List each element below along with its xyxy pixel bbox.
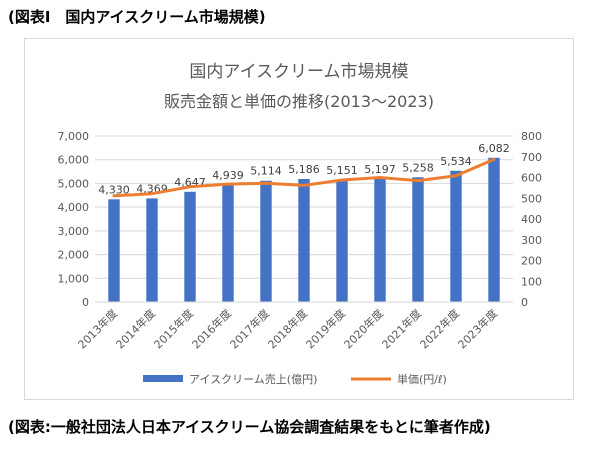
figure-heading: (図表Ⅰ 国内アイスクリーム市場規模) [8, 8, 266, 26]
figure-caption: (図表:一般社団法人日本アイスクリーム協会調査結果をもとに筆者作成) [8, 418, 491, 436]
x-tick-label: 2020年度 [341, 306, 386, 351]
y-left-tick-label: 6,000 [58, 154, 90, 167]
y-left-tick-label: 7,000 [58, 130, 90, 143]
bar-data-label: 5,114 [250, 165, 282, 178]
bar [108, 199, 120, 302]
bar [146, 198, 158, 302]
chart-title: 国内アイスクリーム市場規模 [189, 62, 408, 82]
x-tick-label: 2022年度 [417, 306, 462, 351]
y-right-tick-label: 800 [521, 130, 542, 143]
y-right-tick-label: 500 [521, 192, 542, 205]
bar-data-label: 5,197 [364, 163, 396, 176]
y-left-tick-label: 0 [82, 296, 89, 309]
legend-label-sales: アイスクリーム売上(億円) [189, 373, 317, 386]
x-tick-label: 2019年度 [303, 306, 348, 351]
x-tick-label: 2016年度 [189, 306, 234, 351]
bar [222, 184, 234, 302]
y-right-tick-label: 700 [521, 151, 542, 164]
bar-data-label: 6,082 [478, 142, 510, 155]
chart-subtitle: 販売金額と単価の推移(2013〜2023) [164, 92, 434, 111]
legend-swatch-bar [143, 375, 183, 382]
bar-data-label: 4,330 [98, 183, 130, 196]
x-tick-label: 2023年度 [455, 306, 500, 351]
y-left-tick-label: 2,000 [58, 249, 90, 262]
unit-price-line [112, 157, 496, 198]
y-right-tick-label: 100 [521, 275, 542, 288]
y-right-tick-label: 200 [521, 255, 542, 268]
bar-data-label: 4,939 [212, 169, 244, 182]
bar-data-label: 5,258 [402, 161, 434, 174]
x-tick-label: 2015年度 [151, 306, 196, 351]
x-tick-label: 2014年度 [113, 306, 158, 351]
bar [260, 180, 272, 302]
legend-label-price: 単価(円/ℓ) [397, 372, 447, 386]
y-left-tick-label: 4,000 [58, 201, 90, 214]
x-tick-label: 2018年度 [265, 306, 310, 351]
y-right-tick-label: 600 [521, 172, 542, 185]
x-tick-label: 2021年度 [379, 306, 424, 351]
y-right-tick-label: 400 [521, 213, 542, 226]
y-right-tick-label: 0 [521, 296, 528, 309]
y-left-tick-label: 1,000 [58, 272, 90, 285]
bar [412, 177, 424, 302]
x-tick-label: 2017年度 [227, 306, 272, 351]
bar [336, 179, 348, 302]
x-tick-label: 2013年度 [75, 306, 120, 351]
bar [374, 178, 386, 302]
bar-data-label: 5,186 [288, 163, 320, 176]
bar [488, 157, 500, 302]
bar-data-label: 5,534 [440, 155, 472, 168]
bar [450, 170, 462, 302]
bar-data-label: 5,151 [326, 164, 358, 177]
y-right-tick-label: 300 [521, 234, 542, 247]
bar [184, 191, 196, 302]
y-left-tick-label: 3,000 [58, 225, 90, 238]
chart-frame: 国内アイスクリーム市場規模販売金額と単価の推移(2013〜2023) 0 1,000… [24, 38, 574, 400]
y-left-tick-label: 5,000 [58, 177, 90, 190]
bar [298, 179, 310, 302]
